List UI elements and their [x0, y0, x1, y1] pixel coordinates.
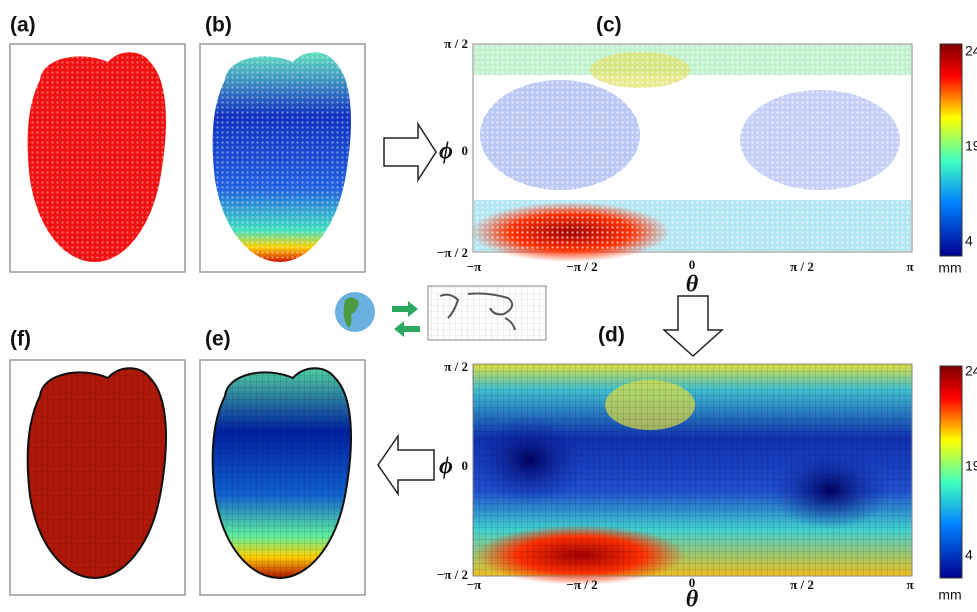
x-tick-label: π / 2	[790, 577, 814, 592]
x-axis-label: θ	[686, 272, 699, 298]
arrow-icon	[394, 321, 420, 337]
y-tick-label: −π / 2	[437, 567, 468, 582]
x-tick-label: −π	[467, 259, 482, 274]
figure: (a) (b) (c) π / 2 0 −π / 2 −π −π / 2 0 π…	[0, 0, 977, 612]
y-tick-label: π / 2	[444, 359, 468, 374]
heart-texture	[28, 52, 166, 262]
x-tick-label: π	[906, 259, 913, 274]
colorbar-unit: mm	[938, 260, 961, 276]
arrow	[664, 296, 722, 356]
globe-icon	[335, 292, 375, 332]
y-tick-label: −π / 2	[437, 245, 468, 260]
heart-texture	[213, 52, 351, 262]
colorbar-tick: 19	[965, 138, 977, 154]
panel-label: (d)	[598, 324, 625, 347]
panel-label: (e)	[205, 328, 231, 351]
colorbar-tick: 24	[965, 43, 977, 59]
map-grid	[473, 364, 912, 576]
y-axis-label: ϕ	[439, 139, 453, 165]
panel-label: (c)	[596, 14, 622, 37]
x-tick-label: 0	[689, 257, 696, 272]
y-tick-label: 0	[462, 458, 469, 473]
x-tick-label: −π	[467, 577, 482, 592]
colorbar-tick: 4	[965, 233, 973, 249]
x-tick-label: π	[906, 577, 913, 592]
arrow	[384, 124, 436, 180]
heart-mesh	[213, 368, 351, 578]
y-tick-label: π / 2	[444, 36, 468, 51]
colorbar-tick: 19	[965, 458, 977, 474]
colorbar-unit: mm	[938, 587, 961, 603]
x-tick-label: −π / 2	[566, 259, 597, 274]
y-axis-label: ϕ	[439, 454, 453, 480]
map-texture	[474, 45, 911, 251]
colorbar	[940, 366, 962, 578]
x-tick-label: −π / 2	[566, 577, 597, 592]
arrow-icon	[392, 301, 418, 317]
colorbar	[940, 44, 962, 256]
arrow	[378, 436, 434, 494]
x-axis-label: θ	[686, 587, 699, 612]
panel-label: (b)	[205, 14, 232, 37]
heart-mesh	[28, 368, 166, 578]
panel-label: (f)	[10, 328, 31, 351]
colorbar-tick: 24	[965, 363, 977, 379]
y-tick-label: 0	[462, 143, 469, 158]
panel-label: (a)	[10, 14, 36, 37]
colorbar-tick: 4	[965, 547, 973, 563]
x-tick-label: π / 2	[790, 259, 814, 274]
